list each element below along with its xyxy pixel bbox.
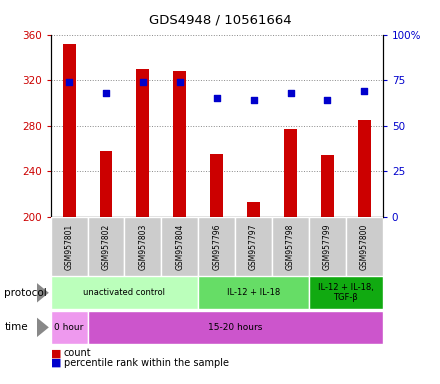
Point xyxy=(213,95,220,101)
Text: count: count xyxy=(64,348,92,358)
Text: GSM957797: GSM957797 xyxy=(249,223,258,270)
Text: GSM957801: GSM957801 xyxy=(65,223,73,270)
Bar xyxy=(161,217,198,276)
Bar xyxy=(210,154,223,217)
Bar xyxy=(358,120,371,217)
Bar xyxy=(125,217,161,276)
Text: unactivated control: unactivated control xyxy=(84,288,165,297)
Text: GSM957798: GSM957798 xyxy=(286,223,295,270)
Text: GSM957803: GSM957803 xyxy=(138,223,147,270)
Bar xyxy=(136,69,149,217)
Text: GSM957802: GSM957802 xyxy=(102,223,110,270)
Point xyxy=(250,97,257,103)
Point xyxy=(176,79,183,85)
Point xyxy=(139,79,147,85)
Polygon shape xyxy=(37,283,49,303)
Text: GSM957796: GSM957796 xyxy=(212,223,221,270)
Bar xyxy=(88,217,125,276)
Bar xyxy=(51,217,88,276)
Text: protocol: protocol xyxy=(4,288,47,298)
Polygon shape xyxy=(37,317,49,338)
Text: percentile rank within the sample: percentile rank within the sample xyxy=(64,358,229,368)
Bar xyxy=(247,202,260,217)
Text: IL-12 + IL-18: IL-12 + IL-18 xyxy=(227,288,280,297)
Bar xyxy=(62,44,76,217)
Bar xyxy=(309,217,346,276)
Bar xyxy=(173,71,186,217)
Text: ■: ■ xyxy=(51,348,61,358)
Bar xyxy=(284,129,297,217)
Text: ■: ■ xyxy=(51,358,61,368)
Bar xyxy=(235,217,272,276)
Point xyxy=(324,97,331,103)
Text: 0 hour: 0 hour xyxy=(55,323,84,332)
Bar xyxy=(88,311,383,344)
Text: GSM957804: GSM957804 xyxy=(175,223,184,270)
Text: GSM957800: GSM957800 xyxy=(360,223,369,270)
Point xyxy=(361,88,368,94)
Bar xyxy=(321,156,334,217)
Bar xyxy=(99,151,113,217)
Point xyxy=(287,90,294,96)
Point xyxy=(103,90,110,96)
Bar xyxy=(51,276,198,309)
Bar xyxy=(309,276,383,309)
Bar xyxy=(198,276,309,309)
Point xyxy=(66,79,73,85)
Text: GDS4948 / 10561664: GDS4948 / 10561664 xyxy=(149,13,291,26)
Bar xyxy=(198,217,235,276)
Bar xyxy=(51,311,88,344)
Bar xyxy=(272,217,309,276)
Text: time: time xyxy=(4,322,28,333)
Text: GSM957799: GSM957799 xyxy=(323,223,332,270)
Text: IL-12 + IL-18,
TGF-β: IL-12 + IL-18, TGF-β xyxy=(318,283,374,303)
Bar xyxy=(346,217,383,276)
Text: 15-20 hours: 15-20 hours xyxy=(208,323,262,332)
